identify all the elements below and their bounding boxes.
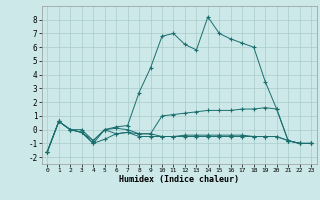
- X-axis label: Humidex (Indice chaleur): Humidex (Indice chaleur): [119, 175, 239, 184]
